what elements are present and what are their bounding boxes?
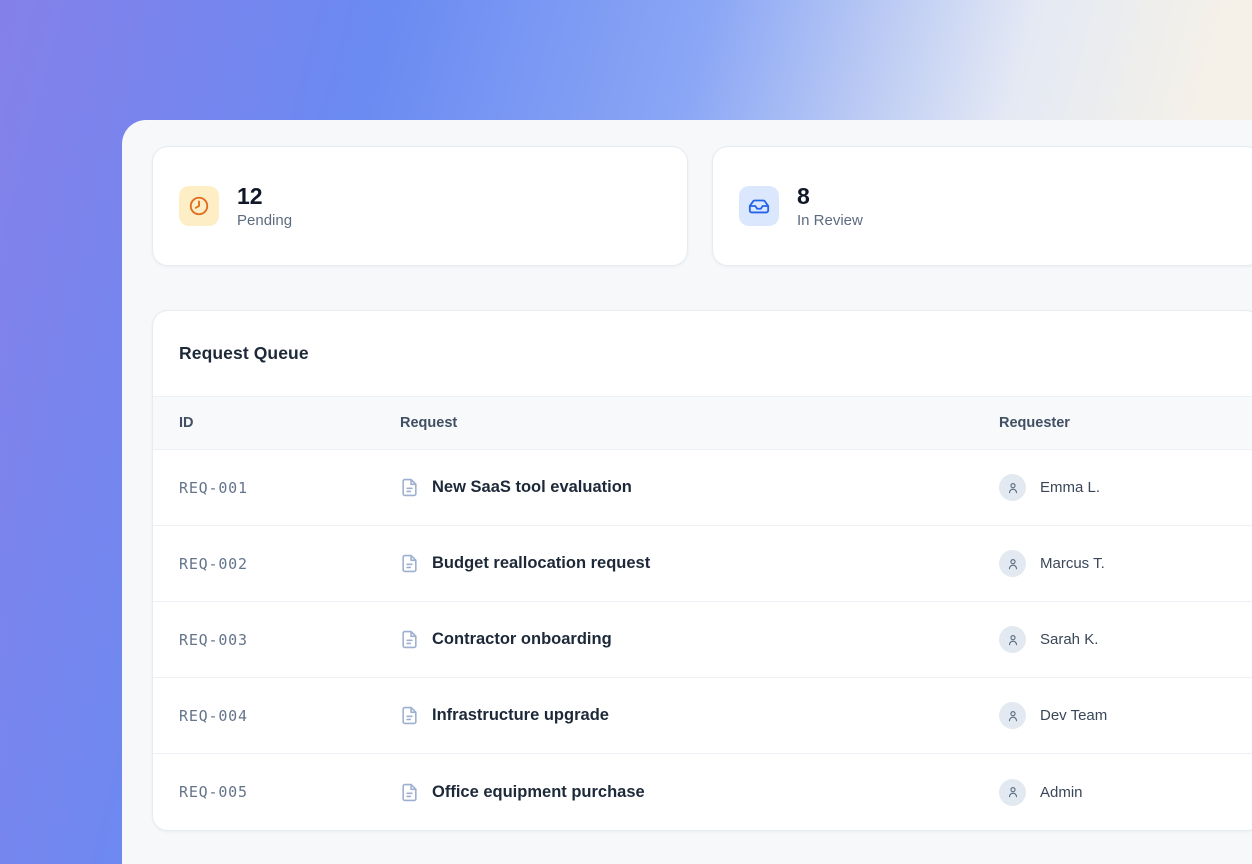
table-row[interactable]: REQ-004 Infrastructure upgrade Dev Team [153, 678, 1252, 754]
inbox-icon [739, 186, 779, 226]
column-header-id: ID [179, 415, 194, 431]
stat-card-pending: 12 Pending [152, 146, 688, 266]
file-text-icon [400, 630, 419, 649]
request-id: REQ-003 [179, 630, 248, 649]
stat-text: 12 Pending [237, 183, 292, 229]
stat-value-in-review: 8 [797, 182, 810, 209]
avatar [999, 702, 1026, 729]
avatar [999, 550, 1026, 577]
clock-icon [179, 186, 219, 226]
file-text-icon [400, 706, 419, 725]
table-header-row: ID Request Requester [153, 397, 1252, 450]
avatar [999, 778, 1026, 806]
avatar [999, 626, 1026, 653]
request-title: Office equipment purchase [432, 782, 645, 801]
file-text-icon [400, 478, 419, 497]
request-title: Infrastructure upgrade [432, 706, 609, 724]
column-header-requester: Requester [999, 415, 1070, 431]
column-header-request: Request [400, 415, 458, 431]
request-title: Contractor onboarding [432, 630, 612, 648]
stat-text: 8 In Review [797, 183, 863, 229]
request-id: REQ-005 [179, 783, 248, 801]
stat-label-in-review: In Review [797, 212, 863, 230]
card-title: Request Queue [179, 343, 309, 363]
request-id: REQ-002 [179, 554, 248, 573]
requester-name: Marcus T. [1040, 555, 1105, 572]
requester-name: Emma L. [1040, 479, 1101, 496]
main-panel: 12 Pending 8 In Review Request Queue ID [122, 120, 1252, 864]
stats-row: 12 Pending 8 In Review [152, 146, 1252, 266]
stat-label-pending: Pending [237, 212, 293, 230]
table-row[interactable]: REQ-002 Budget reallocation request Marc… [153, 526, 1252, 602]
requester-name: Admin [1040, 783, 1083, 801]
stat-value-pending: 12 [237, 182, 263, 209]
table-row[interactable]: REQ-005 Office equipment purchase Admin [153, 754, 1252, 830]
file-text-icon [400, 554, 419, 573]
request-id: REQ-001 [179, 478, 248, 497]
file-text-icon [400, 783, 419, 802]
stat-card-in-review: 8 In Review [712, 146, 1252, 266]
request-id: REQ-004 [179, 706, 248, 725]
table-row[interactable]: REQ-003 Contractor onboarding Sarah K. [153, 602, 1252, 678]
requester-name: Dev Team [1040, 707, 1108, 724]
card-header: Request Queue [153, 311, 1252, 397]
request-title: New SaaS tool evaluation [432, 478, 632, 496]
avatar [999, 474, 1026, 501]
request-title: Budget reallocation request [432, 554, 651, 572]
request-queue-card: Request Queue ID Request Requester REQ-0… [152, 310, 1252, 831]
requester-name: Sarah K. [1040, 631, 1099, 648]
table-row[interactable]: REQ-001 New SaaS tool evaluation Emma L. [153, 450, 1252, 526]
